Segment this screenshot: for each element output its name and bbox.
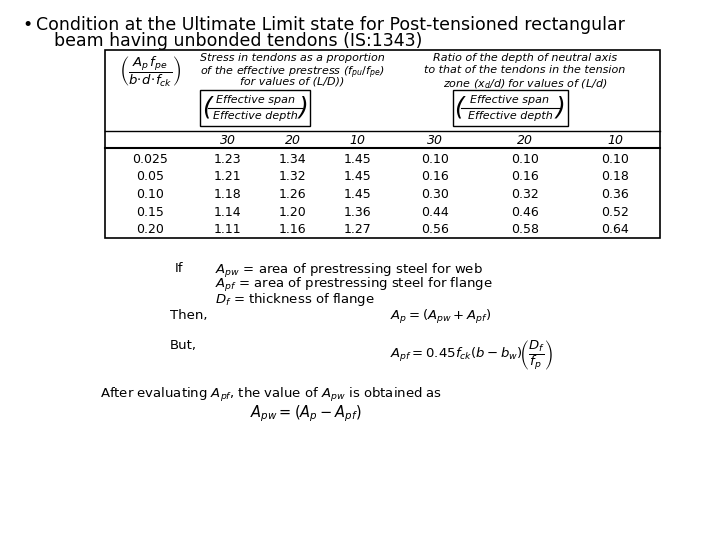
Text: $A_{pf} = 0.45f_{ck}(b - b_w)\!\left(\dfrac{D_f}{f_p}\right)$: $A_{pf} = 0.45f_{ck}(b - b_w)\!\left(\df…	[390, 339, 553, 372]
Bar	[200, 90, 310, 126]
Text: 0.10: 0.10	[511, 153, 539, 166]
Text: Effective span: Effective span	[215, 95, 294, 105]
Text: 1.45: 1.45	[343, 171, 372, 184]
Bar	[105, 50, 660, 238]
Text: $A_p = (A_{pw} + A_{pf})$: $A_p = (A_{pw} + A_{pf})$	[390, 308, 491, 327]
Text: Ratio of the depth of neutral axis: Ratio of the depth of neutral axis	[433, 53, 617, 63]
Text: 0.30: 0.30	[421, 188, 449, 201]
Text: 30: 30	[220, 134, 235, 147]
Text: (: (	[202, 96, 212, 120]
Text: Condition at the Ultimate Limit state for Post-tensioned rectangular: Condition at the Ultimate Limit state fo…	[36, 16, 625, 34]
Text: 1.32: 1.32	[279, 171, 306, 184]
Text: 0.56: 0.56	[421, 223, 449, 236]
Text: Stress in tendons as a proportion: Stress in tendons as a proportion	[200, 53, 385, 63]
Text: zone ($x_d$/d) for values of (L/d): zone ($x_d$/d) for values of (L/d)	[443, 77, 607, 91]
Text: 0.52: 0.52	[601, 206, 629, 219]
Text: 1.36: 1.36	[343, 206, 372, 219]
Text: 1.18: 1.18	[214, 188, 241, 201]
Text: beam having unbonded tendons (IS:1343): beam having unbonded tendons (IS:1343)	[54, 32, 423, 50]
Text: 0.025: 0.025	[132, 153, 168, 166]
Text: •: •	[22, 16, 32, 34]
Text: for values of (L/D)): for values of (L/D))	[240, 77, 345, 87]
Text: 1.26: 1.26	[279, 188, 306, 201]
Text: 0.36: 0.36	[601, 188, 629, 201]
Text: After evaluating $A_{pf}$, the value of $A_{pw}$ is obtained as: After evaluating $A_{pf}$, the value of …	[100, 387, 442, 404]
Text: ): )	[556, 96, 565, 120]
Text: of the effective prestress ($f_{pu}/f_{pe}$): of the effective prestress ($f_{pu}/f_{p…	[200, 65, 384, 82]
Text: (: (	[454, 96, 464, 120]
Text: If: If	[175, 262, 184, 275]
Text: 0.44: 0.44	[421, 206, 449, 219]
Text: 0.32: 0.32	[511, 188, 539, 201]
Text: 0.46: 0.46	[511, 206, 539, 219]
Text: Effective span: Effective span	[470, 95, 549, 105]
Text: 0.20: 0.20	[136, 223, 164, 236]
Text: $A_{pw}$ = area of prestressing steel for web: $A_{pw}$ = area of prestressing steel fo…	[215, 262, 483, 280]
Text: 1.20: 1.20	[279, 206, 307, 219]
Text: $A_{pf}$ = area of prestressing steel for flange: $A_{pf}$ = area of prestressing steel fo…	[215, 276, 492, 294]
Text: 1.11: 1.11	[214, 223, 241, 236]
Text: 1.27: 1.27	[343, 223, 372, 236]
Text: 0.58: 0.58	[511, 223, 539, 236]
Text: 0.16: 0.16	[421, 171, 449, 184]
Text: $\left(\dfrac{A_p\,f_{pe}}{b\!\cdot\!d\!\cdot\!f_{ck}}\right)$: $\left(\dfrac{A_p\,f_{pe}}{b\!\cdot\!d\!…	[119, 55, 181, 90]
Bar	[452, 90, 567, 126]
Text: 0.15: 0.15	[136, 206, 164, 219]
Text: 1.45: 1.45	[343, 153, 372, 166]
Text: 0.64: 0.64	[601, 223, 629, 236]
Text: 10: 10	[349, 134, 366, 147]
Text: But,: But,	[170, 339, 197, 352]
Text: 1.16: 1.16	[279, 223, 306, 236]
Text: 0.10: 0.10	[601, 153, 629, 166]
Text: Effective depth: Effective depth	[212, 111, 297, 121]
Text: 10: 10	[607, 134, 623, 147]
Text: ): )	[298, 96, 308, 120]
Text: 1.34: 1.34	[279, 153, 306, 166]
Text: to that of the tendons in the tension: to that of the tendons in the tension	[424, 65, 626, 75]
Text: 0.18: 0.18	[601, 171, 629, 184]
Text: 20: 20	[517, 134, 533, 147]
Text: 1.21: 1.21	[214, 171, 241, 184]
Text: 1.23: 1.23	[214, 153, 241, 166]
Text: 20: 20	[284, 134, 300, 147]
Text: 30: 30	[427, 134, 443, 147]
Text: Effective depth: Effective depth	[467, 111, 552, 121]
Text: 0.10: 0.10	[421, 153, 449, 166]
Text: $D_f$ = thickness of flange: $D_f$ = thickness of flange	[215, 291, 375, 307]
Text: 0.05: 0.05	[136, 171, 164, 184]
Text: Then,: Then,	[170, 308, 207, 321]
Text: 1.45: 1.45	[343, 188, 372, 201]
Text: 1.14: 1.14	[214, 206, 241, 219]
Text: 0.10: 0.10	[136, 188, 164, 201]
Text: $A_{pw} = (A_p - A_{pf})$: $A_{pw} = (A_p - A_{pf})$	[250, 403, 361, 424]
Text: 0.16: 0.16	[511, 171, 539, 184]
